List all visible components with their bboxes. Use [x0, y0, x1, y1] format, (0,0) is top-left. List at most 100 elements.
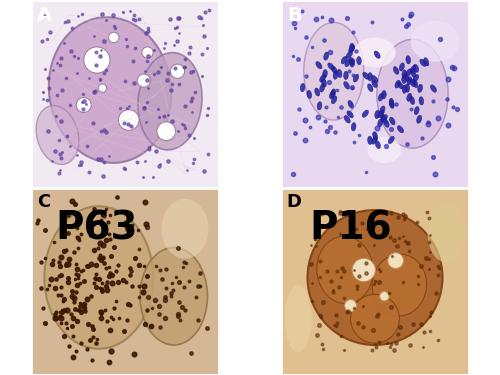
Ellipse shape [419, 97, 424, 105]
Ellipse shape [320, 75, 326, 82]
Ellipse shape [410, 66, 416, 73]
Ellipse shape [372, 75, 378, 82]
Ellipse shape [412, 75, 418, 82]
Ellipse shape [345, 59, 350, 67]
Circle shape [76, 98, 91, 112]
Ellipse shape [372, 132, 378, 140]
Ellipse shape [351, 123, 356, 131]
Ellipse shape [410, 21, 460, 62]
Ellipse shape [140, 248, 207, 345]
Circle shape [137, 74, 150, 87]
Ellipse shape [332, 96, 337, 104]
Ellipse shape [368, 137, 401, 163]
Ellipse shape [337, 69, 342, 78]
Ellipse shape [49, 17, 171, 163]
Ellipse shape [428, 202, 465, 262]
Ellipse shape [376, 141, 380, 149]
Ellipse shape [395, 80, 400, 88]
Ellipse shape [374, 51, 380, 58]
Ellipse shape [317, 236, 373, 304]
Circle shape [380, 292, 389, 301]
Ellipse shape [407, 77, 412, 85]
Ellipse shape [430, 85, 436, 92]
Text: A: A [37, 6, 52, 25]
Ellipse shape [285, 285, 311, 352]
Ellipse shape [368, 136, 372, 144]
Ellipse shape [380, 106, 385, 114]
Ellipse shape [330, 91, 335, 99]
Ellipse shape [362, 72, 369, 80]
Ellipse shape [322, 69, 328, 78]
Ellipse shape [348, 100, 354, 108]
Ellipse shape [424, 58, 428, 66]
Ellipse shape [381, 114, 386, 122]
Ellipse shape [353, 74, 358, 82]
Ellipse shape [406, 69, 411, 76]
Ellipse shape [402, 85, 407, 93]
Ellipse shape [300, 83, 305, 92]
Ellipse shape [378, 119, 382, 127]
Ellipse shape [346, 51, 352, 58]
Ellipse shape [372, 136, 377, 144]
Ellipse shape [390, 100, 394, 108]
Ellipse shape [389, 98, 394, 106]
Ellipse shape [341, 56, 347, 64]
Ellipse shape [362, 110, 368, 117]
Ellipse shape [410, 79, 416, 87]
Ellipse shape [388, 136, 394, 144]
Ellipse shape [162, 199, 208, 259]
Ellipse shape [349, 57, 354, 66]
Text: P16: P16 [310, 210, 392, 248]
Ellipse shape [320, 84, 324, 92]
Ellipse shape [378, 93, 384, 101]
Ellipse shape [402, 75, 406, 84]
Ellipse shape [394, 66, 399, 74]
Ellipse shape [378, 110, 384, 118]
Ellipse shape [350, 59, 355, 67]
Ellipse shape [382, 114, 388, 122]
Circle shape [108, 32, 119, 43]
Ellipse shape [350, 294, 400, 343]
Text: D: D [287, 193, 302, 211]
Ellipse shape [322, 79, 326, 87]
Ellipse shape [36, 105, 79, 165]
Ellipse shape [382, 90, 386, 99]
Ellipse shape [410, 96, 414, 105]
Ellipse shape [368, 72, 372, 81]
Ellipse shape [347, 111, 354, 118]
Ellipse shape [344, 81, 349, 89]
Ellipse shape [317, 102, 322, 110]
Ellipse shape [374, 110, 380, 119]
Ellipse shape [414, 64, 418, 72]
Ellipse shape [138, 53, 202, 150]
Ellipse shape [418, 84, 422, 93]
Ellipse shape [412, 80, 418, 88]
Circle shape [118, 110, 139, 130]
Ellipse shape [368, 84, 373, 92]
Ellipse shape [406, 56, 410, 64]
Ellipse shape [397, 126, 404, 133]
Ellipse shape [316, 62, 322, 69]
Ellipse shape [332, 66, 337, 74]
Text: P63: P63 [56, 210, 138, 248]
Ellipse shape [416, 115, 422, 123]
Ellipse shape [397, 82, 404, 89]
Ellipse shape [406, 93, 412, 101]
Ellipse shape [411, 69, 416, 77]
Ellipse shape [414, 106, 419, 115]
Circle shape [388, 253, 404, 268]
Ellipse shape [384, 120, 389, 128]
Ellipse shape [344, 116, 350, 123]
Circle shape [142, 47, 153, 58]
Ellipse shape [405, 84, 409, 92]
Ellipse shape [304, 22, 364, 120]
Ellipse shape [402, 70, 406, 78]
Circle shape [170, 64, 184, 78]
Ellipse shape [331, 89, 336, 97]
Ellipse shape [350, 43, 354, 51]
Ellipse shape [372, 80, 378, 88]
Ellipse shape [333, 71, 338, 80]
Ellipse shape [324, 52, 328, 60]
Ellipse shape [356, 56, 362, 65]
Ellipse shape [390, 117, 395, 125]
